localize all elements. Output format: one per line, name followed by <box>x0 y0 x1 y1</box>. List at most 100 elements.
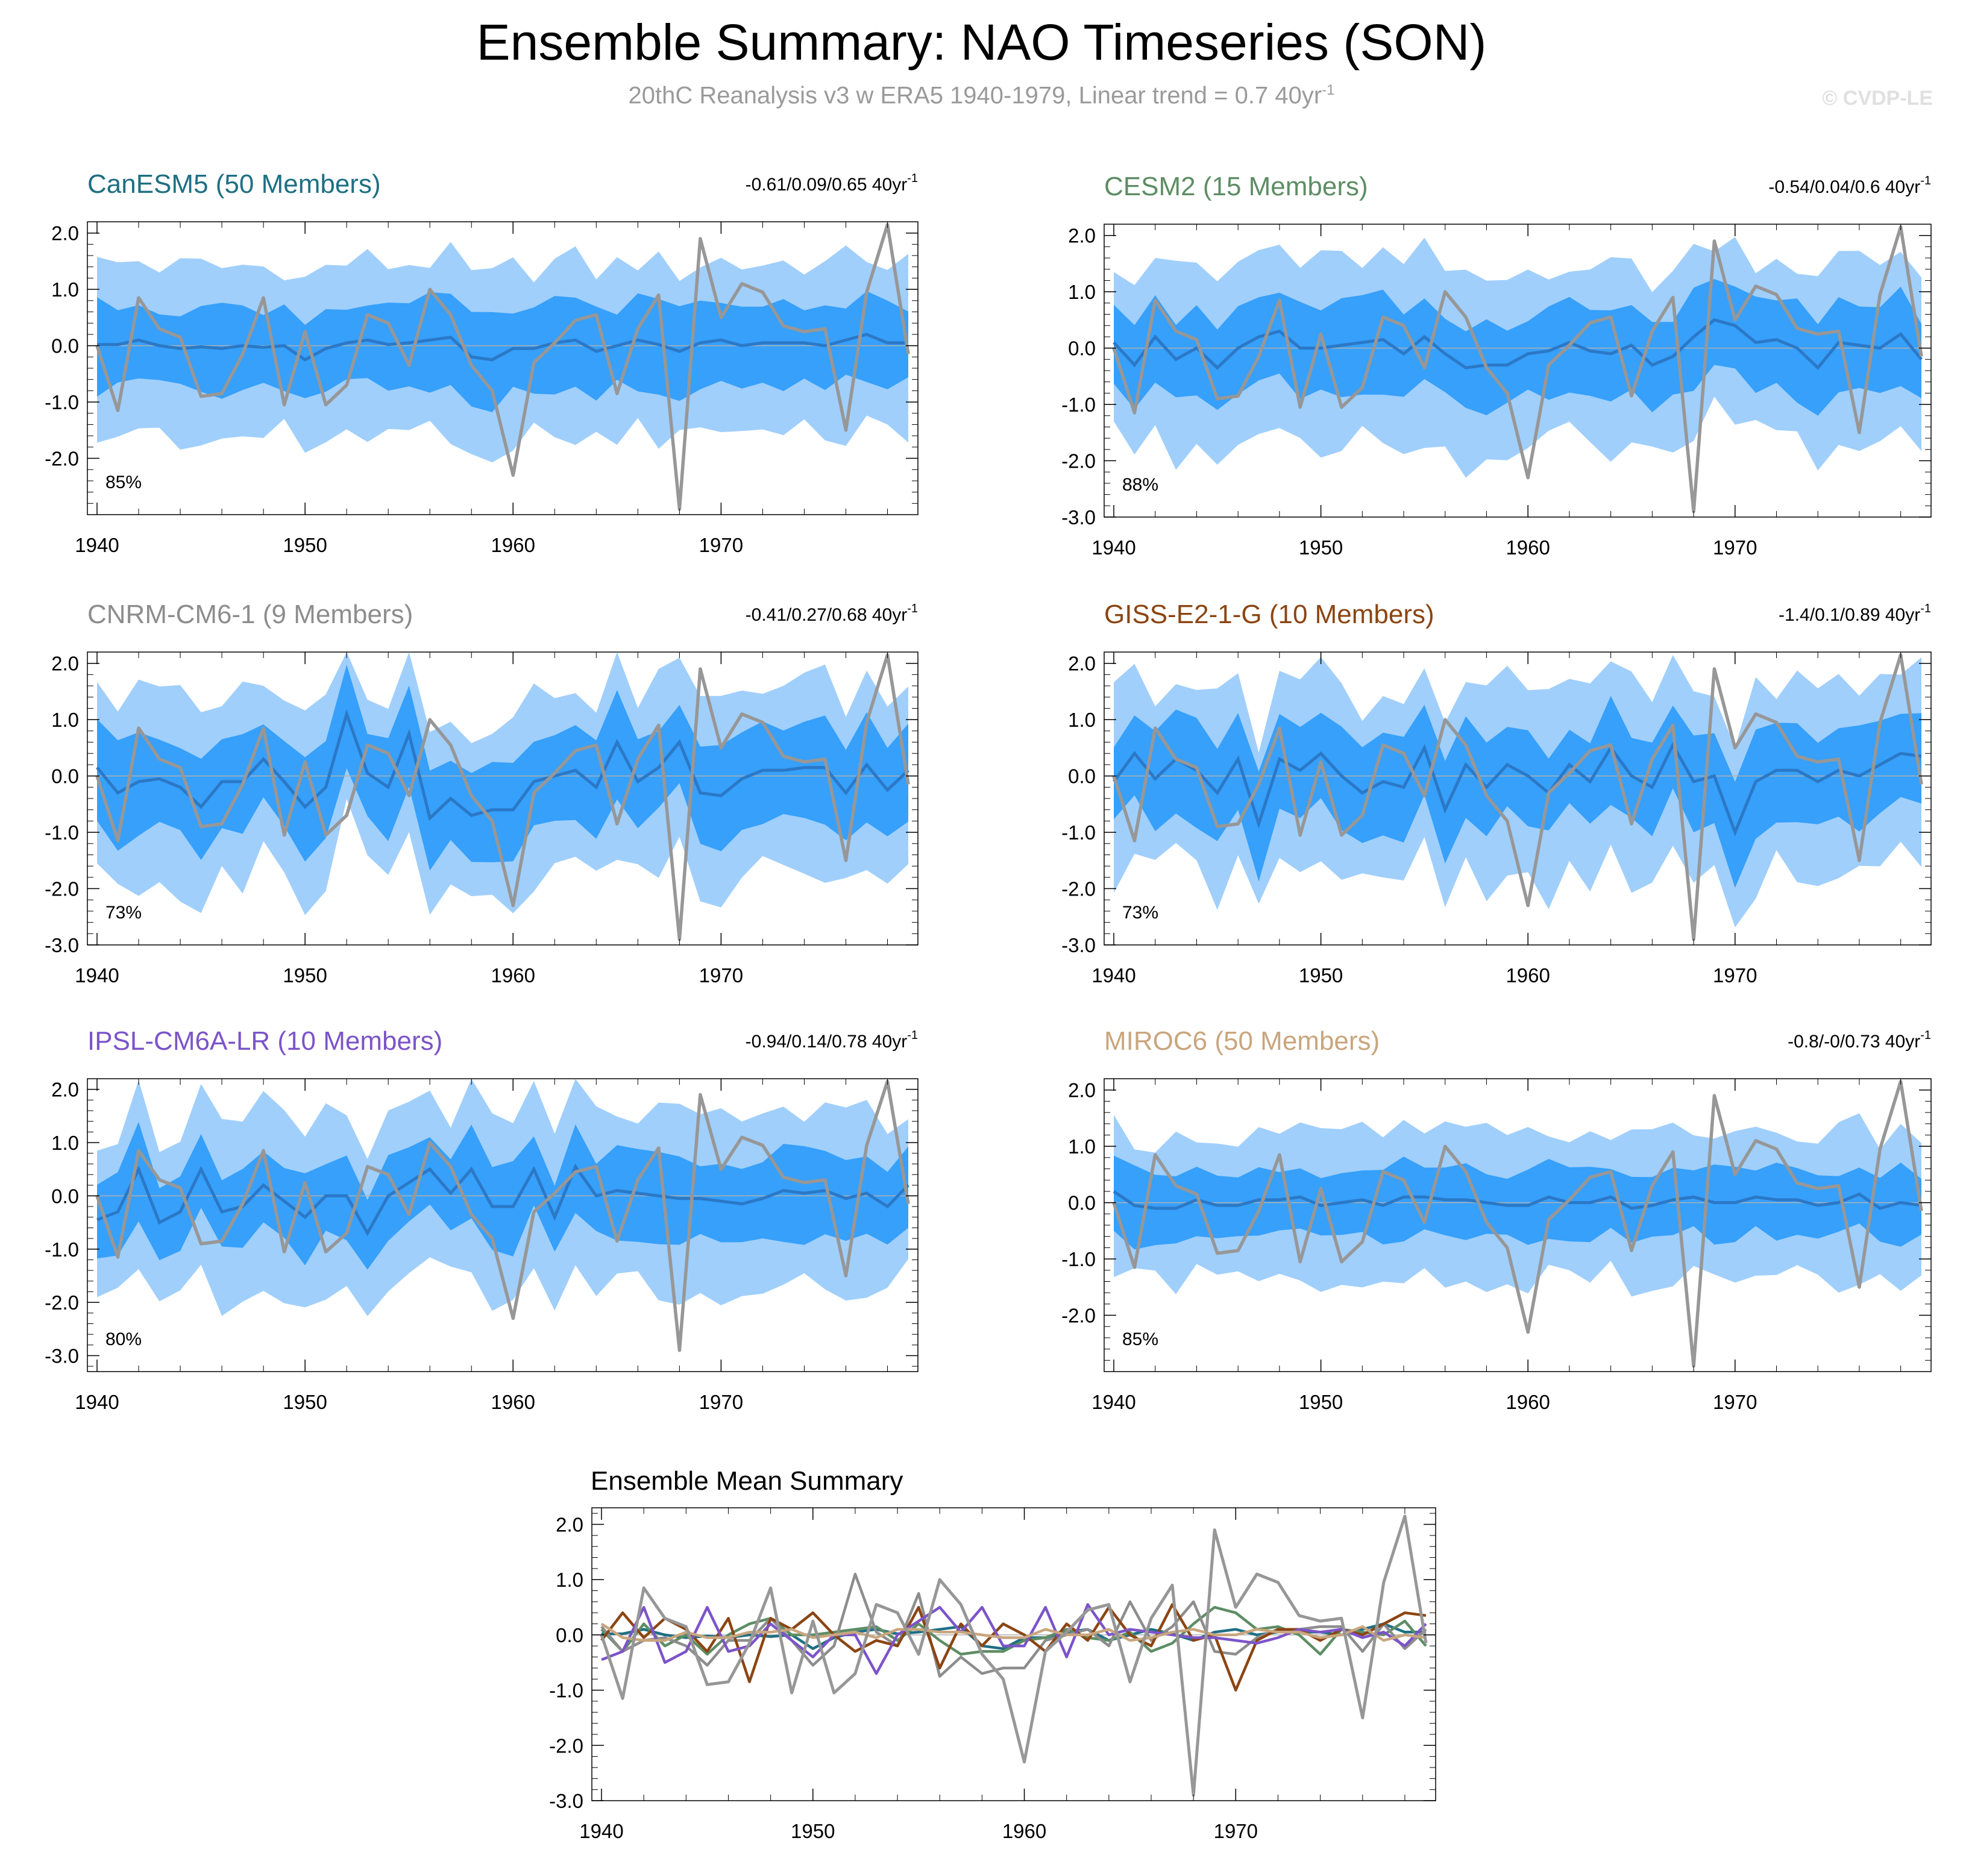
panel-title: CanESM5 (50 Members) <box>87 169 381 199</box>
percent-label: 85% <box>105 472 142 492</box>
y-tick-label: 0.0 <box>1068 337 1096 360</box>
x-tick-label: 1940 <box>1091 1391 1135 1413</box>
y-tick-label: 2.0 <box>1068 653 1096 675</box>
panel-stats-superscript: -1 <box>1920 174 1931 187</box>
observations-line <box>95 1079 910 1352</box>
summary-mean-line-5 <box>601 1603 1427 1675</box>
y-tick-label: 2.0 <box>556 1514 583 1536</box>
x-tick-label: 1960 <box>491 964 535 987</box>
y-tick-label: -2.0 <box>45 448 79 470</box>
y-tick-label: 1.0 <box>1068 709 1096 731</box>
summary-mean-line-6 <box>600 1622 1427 1642</box>
panel-stats-superscript: -1 <box>1920 602 1931 615</box>
y-tick-label: 0.0 <box>51 335 79 357</box>
percent-label: 88% <box>1122 475 1158 495</box>
y-tick-label: -3.0 <box>45 1344 79 1367</box>
ensemble-mean-line <box>1112 741 1922 837</box>
x-tick-label: 1960 <box>491 1391 535 1413</box>
panel-stats-text: -0.61/0.09/0.65 40yr <box>746 175 908 195</box>
y-tick-label: 0.0 <box>51 1185 79 1207</box>
chart-panel-2: CESM2 (15 Members) -0.54/0.04/0.6 40yr-1 8… <box>1061 172 1932 559</box>
panel-stats-text: -0.54/0.04/0.6 40yr <box>1768 177 1920 197</box>
observations-line <box>1112 1079 1923 1368</box>
y-tick-label: 1.0 <box>51 1132 79 1154</box>
x-tick-label: 1950 <box>283 534 327 556</box>
panel-title: IPSL-CM6A-LR (10 Members) <box>87 1026 442 1056</box>
y-tick-label: 0.0 <box>1068 765 1096 788</box>
panel-stats: -0.8/-0/0.73 40yr-1 <box>1788 1029 1931 1052</box>
subtitle-superscript: -1 <box>1322 82 1335 98</box>
y-tick-label: -2.0 <box>1061 878 1096 900</box>
observations-line <box>95 653 910 941</box>
percent-label: 73% <box>105 903 142 923</box>
y-tick-label: -3.0 <box>45 934 79 956</box>
y-tick-label: 2.0 <box>1068 225 1096 247</box>
percent-label: 85% <box>1122 1329 1158 1349</box>
x-tick-label: 1960 <box>1002 1820 1046 1842</box>
x-tick-label: 1970 <box>1214 1820 1258 1842</box>
panel-stats: -0.54/0.04/0.6 40yr-1 <box>1768 174 1931 197</box>
observations-line <box>1112 225 1923 513</box>
y-tick-label: -2.0 <box>549 1734 583 1757</box>
subtitle-text: 20thC Reanalysis v3 w ERA5 1940-1979, Li… <box>628 82 1322 109</box>
x-tick-label: 1970 <box>699 534 743 556</box>
plot-frame <box>591 1507 1436 1801</box>
inner-spread-band <box>97 291 908 412</box>
y-tick-label: -1.0 <box>45 1238 79 1261</box>
y-tick-label: -1.0 <box>45 391 79 413</box>
y-tick-label: 1.0 <box>1068 1135 1096 1158</box>
panel-title: GISS-E2-1-G (10 Members) <box>1104 600 1434 629</box>
y-tick-label: -2.0 <box>45 1291 79 1314</box>
panel-stats-superscript: -1 <box>907 172 918 185</box>
y-tick-label: -1.0 <box>1061 1248 1096 1270</box>
y-tick-label: 1.0 <box>51 278 79 301</box>
summary-observations-line <box>600 1514 1428 1797</box>
y-tick-label: 2.0 <box>1068 1079 1096 1102</box>
y-tick-label: -3.0 <box>549 1790 583 1812</box>
panel-title: CESM2 (15 Members) <box>1104 172 1368 201</box>
y-tick-label: -2.0 <box>1061 450 1096 472</box>
y-tick-label: 1.0 <box>556 1569 583 1591</box>
panel-stats-superscript: -1 <box>1920 1029 1931 1042</box>
panel-stats-text: -1.4/0.1/0.89 40yr <box>1779 605 1920 625</box>
x-tick-label: 1970 <box>699 964 743 987</box>
y-tick-label: -2.0 <box>1061 1305 1096 1327</box>
page-subtitle: 20thC Reanalysis v3 w ERA5 1940-1979, Li… <box>0 82 1963 109</box>
inner-spread-band <box>1114 279 1921 416</box>
page-title: Ensemble Summary: NAO Timeseries (SON) <box>476 14 1487 71</box>
x-tick-label: 1950 <box>1299 964 1343 987</box>
x-tick-label: 1960 <box>491 534 535 556</box>
y-tick-label: 1.0 <box>51 709 79 731</box>
x-tick-label: 1970 <box>1713 536 1757 559</box>
copyright-watermark: © CVDP-LE <box>1822 87 1933 110</box>
x-tick-label: 1950 <box>283 964 327 987</box>
x-tick-label: 1970 <box>1713 964 1757 987</box>
inner-spread-band <box>1114 695 1921 888</box>
panel-stats-text: -0.41/0.27/0.68 40yr <box>746 605 908 625</box>
chart-panel-5: IPSL-CM6A-LR (10 Members) -0.94/0.14/0.78… <box>45 1026 919 1413</box>
percent-label: 73% <box>1122 903 1158 923</box>
y-tick-label: -3.0 <box>1061 506 1096 529</box>
observations-line <box>95 222 910 511</box>
y-tick-label: 0.0 <box>1068 1192 1096 1214</box>
x-tick-label: 1960 <box>1506 536 1550 559</box>
x-tick-label: 1940 <box>75 1391 119 1413</box>
x-tick-label: 1940 <box>579 1820 623 1842</box>
y-tick-label: -2.0 <box>45 878 79 900</box>
x-tick-label: 1950 <box>791 1820 835 1842</box>
y-tick-label: 1.0 <box>1068 281 1096 303</box>
ensemble-mean-line <box>1113 318 1923 370</box>
ensemble-mean-line <box>96 1163 909 1237</box>
x-tick-label: 1950 <box>1299 536 1343 559</box>
ensemble-mean-line <box>1113 1190 1922 1210</box>
y-tick-label: -1.0 <box>549 1680 583 1702</box>
y-tick-label: 0.0 <box>556 1624 583 1646</box>
x-tick-label: 1940 <box>1091 536 1135 559</box>
x-tick-label: 1940 <box>1091 964 1135 987</box>
x-tick-label: 1970 <box>1713 1391 1757 1413</box>
y-tick-label: -1.0 <box>1061 821 1096 844</box>
inner-spread-band <box>97 665 908 871</box>
y-tick-label: -1.0 <box>45 821 79 844</box>
panel-title: CNRM-CM6-1 (9 Members) <box>87 600 413 629</box>
